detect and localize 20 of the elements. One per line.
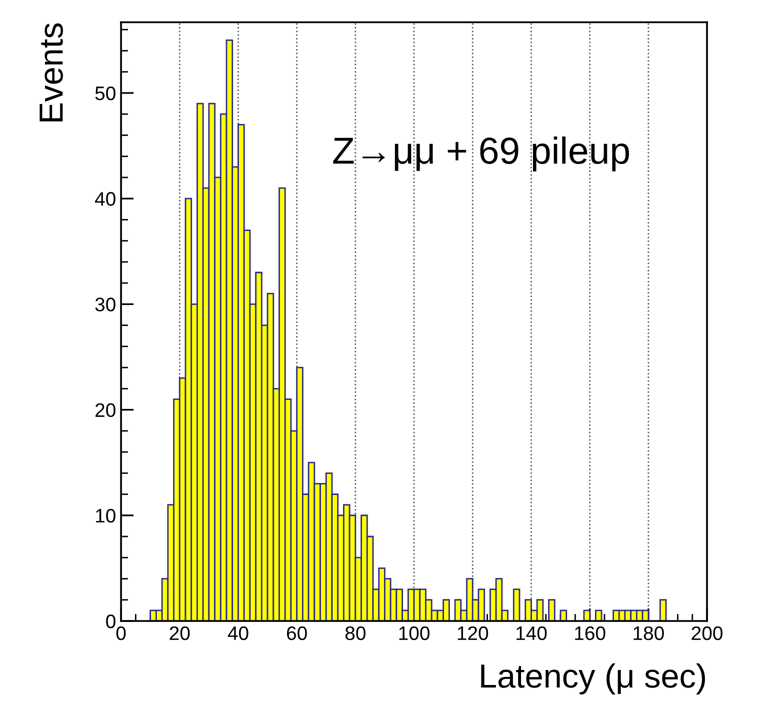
y-tick-label: 10 xyxy=(96,508,116,523)
x-tick-label: 80 xyxy=(345,626,366,640)
y-axis-title: Events xyxy=(40,23,63,122)
x-tick-label: 0 xyxy=(116,626,126,640)
x-axis-title: Latency (μ sec) xyxy=(481,663,705,694)
y-tick-label: 30 xyxy=(95,298,116,312)
y-tick-label: 0 xyxy=(106,614,116,628)
y-tick-label: 20 xyxy=(96,403,116,418)
x-tick-label: 40 xyxy=(228,626,248,640)
x-tick-label: 160 xyxy=(575,626,606,640)
y-tick-label: 50 xyxy=(95,86,116,100)
x-tick-label: 200 xyxy=(692,626,722,640)
annotation: Z→μμ + 69 pileup xyxy=(333,136,629,172)
x-tick-label: 120 xyxy=(458,626,488,640)
x-tick-label: 60 xyxy=(287,626,307,640)
x-tick-label: 140 xyxy=(516,626,547,640)
x-tick-label: 20 xyxy=(170,626,190,640)
x-tick-label: 180 xyxy=(634,626,664,640)
y-tick-label: 40 xyxy=(94,192,116,206)
x-tick-label: 100 xyxy=(399,626,430,640)
